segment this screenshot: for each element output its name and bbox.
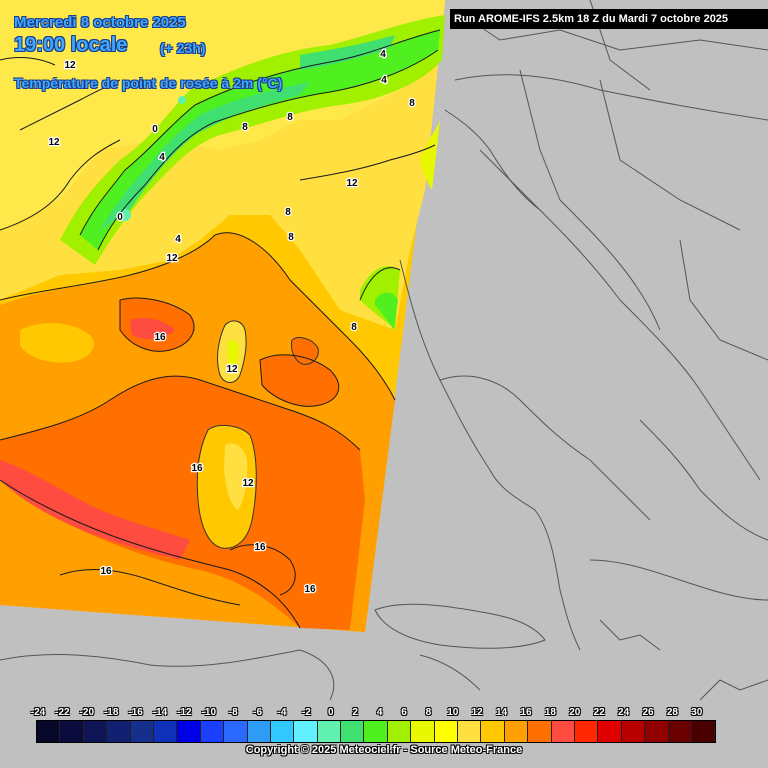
color-legend bbox=[36, 720, 717, 743]
model-domain bbox=[0, 0, 445, 632]
legend-swatch bbox=[294, 721, 318, 742]
legend-tick-label: 8 bbox=[425, 707, 432, 718]
legend-tick-label: -14 bbox=[152, 707, 168, 718]
copyright-text: Copyright © 2025 Meteociel.fr - Source M… bbox=[245, 744, 523, 756]
legend-tick-label: 22 bbox=[593, 707, 605, 718]
legend-tick-label: 30 bbox=[691, 707, 703, 718]
forecast-date: Mercredi 8 octobre 2025 bbox=[14, 14, 186, 31]
legend-swatch bbox=[364, 721, 388, 742]
legend-tick-label: 18 bbox=[544, 707, 556, 718]
run-info-banner: Run AROME-IFS 2.5km 18 Z du Mardi 7 octo… bbox=[450, 9, 768, 29]
legend-swatch bbox=[411, 721, 435, 742]
legend-swatch bbox=[668, 721, 692, 742]
legend-tick-label: 26 bbox=[642, 707, 654, 718]
legend-swatch bbox=[153, 721, 178, 742]
contour-label: 16 bbox=[254, 542, 266, 553]
contour-label: 8 bbox=[409, 98, 415, 109]
legend-tick-label: -20 bbox=[79, 707, 95, 718]
legend-tick-label: -10 bbox=[201, 707, 217, 718]
contour-label: 4 bbox=[175, 234, 181, 245]
contour-label: 12 bbox=[64, 60, 76, 71]
legend-swatch bbox=[387, 721, 412, 742]
contour-label: 0 bbox=[117, 212, 123, 223]
contour-label: 16 bbox=[304, 584, 316, 595]
legend-tick-label: -4 bbox=[277, 707, 287, 718]
legend-tick-label: 16 bbox=[520, 707, 532, 718]
legend-tick-label: 0 bbox=[328, 707, 334, 718]
legend-tick-label: 28 bbox=[666, 707, 678, 718]
legend-tick-labels: -24 -22 -20 -18 -16 -14 -12 -10 -8 -6 -4 -2 0 2 4 6 8 10 1… bbox=[26, 707, 746, 719]
legend-swatch bbox=[551, 721, 575, 742]
legend-tick-label: 20 bbox=[569, 707, 581, 718]
legend-tick-label: -16 bbox=[128, 707, 143, 718]
legend-swatch bbox=[83, 721, 108, 742]
geographic-borders bbox=[0, 0, 768, 701]
legend-tick-label: 10 bbox=[447, 707, 459, 718]
legend-tick-label: 14 bbox=[496, 707, 508, 718]
legend-swatch bbox=[598, 721, 622, 742]
legend-tick-label: 12 bbox=[471, 707, 483, 718]
contour-label: 12 bbox=[226, 364, 238, 375]
contour-label: 12 bbox=[48, 137, 60, 148]
legend-tick-label: -2 bbox=[301, 707, 311, 718]
forecast-offset: (+ 23h) bbox=[160, 40, 206, 56]
contour-label: 12 bbox=[166, 253, 178, 264]
legend-swatch bbox=[247, 721, 271, 742]
contour-label: 4 bbox=[159, 152, 165, 163]
contour-label: 4 bbox=[381, 75, 387, 86]
contour-label: 12 bbox=[346, 178, 358, 189]
legend-swatch bbox=[317, 721, 342, 742]
legend-tick-label: -18 bbox=[103, 707, 119, 718]
legend-tick-label: -12 bbox=[177, 707, 192, 718]
legend-swatch bbox=[434, 721, 459, 742]
contour-label: 16 bbox=[191, 463, 203, 474]
legend-tick-label: -8 bbox=[228, 707, 238, 718]
legend-tick-label: -24 bbox=[30, 707, 46, 718]
contour-label: 8 bbox=[285, 207, 291, 218]
contour-label: 16 bbox=[100, 566, 112, 577]
legend-swatch bbox=[107, 721, 131, 742]
parameter-title: Température de point de rosée à 2m (°C) bbox=[14, 75, 283, 91]
legend-tick-label: 4 bbox=[376, 707, 383, 718]
legend-tick-label: 2 bbox=[352, 707, 358, 718]
contour-label: 8 bbox=[288, 232, 294, 243]
legend-swatch bbox=[60, 721, 84, 742]
legend-tick-label: -22 bbox=[55, 707, 70, 718]
legend-swatch bbox=[645, 721, 669, 742]
legend-swatch bbox=[481, 721, 505, 742]
legend-swatch bbox=[270, 721, 295, 742]
legend-tick-label: -6 bbox=[253, 707, 263, 718]
contour-label: 8 bbox=[287, 112, 293, 123]
legend-swatch bbox=[200, 721, 225, 742]
legend-swatch bbox=[130, 721, 154, 742]
legend-swatch bbox=[574, 721, 599, 742]
legend-swatch bbox=[691, 721, 716, 742]
legend-swatch bbox=[224, 721, 248, 742]
legend-swatch bbox=[458, 721, 482, 742]
legend-swatch bbox=[177, 721, 201, 742]
legend-swatch bbox=[528, 721, 552, 742]
legend-swatch bbox=[37, 721, 61, 742]
contour-label: 12 bbox=[242, 478, 254, 489]
contour-label: 8 bbox=[242, 122, 248, 133]
legend-tick-label: 6 bbox=[401, 707, 407, 718]
legend-swatch bbox=[341, 721, 365, 742]
forecast-time: 19:00 locale bbox=[14, 34, 128, 56]
contour-label: 16 bbox=[154, 332, 166, 343]
legend-tick-label: 24 bbox=[618, 707, 630, 718]
contour-label: 0 bbox=[152, 124, 158, 135]
contour-labels: 12 12 4 0 4 8 8 4 8 12 0 12 8 8 8 16 12 16 12 16 16 16 4 bbox=[47, 48, 416, 597]
contour-label: 4 bbox=[380, 49, 386, 60]
legend-swatch bbox=[621, 721, 646, 742]
isolines bbox=[0, 29, 441, 629]
legend-swatch bbox=[504, 721, 529, 742]
contour-label: 8 bbox=[351, 322, 357, 333]
